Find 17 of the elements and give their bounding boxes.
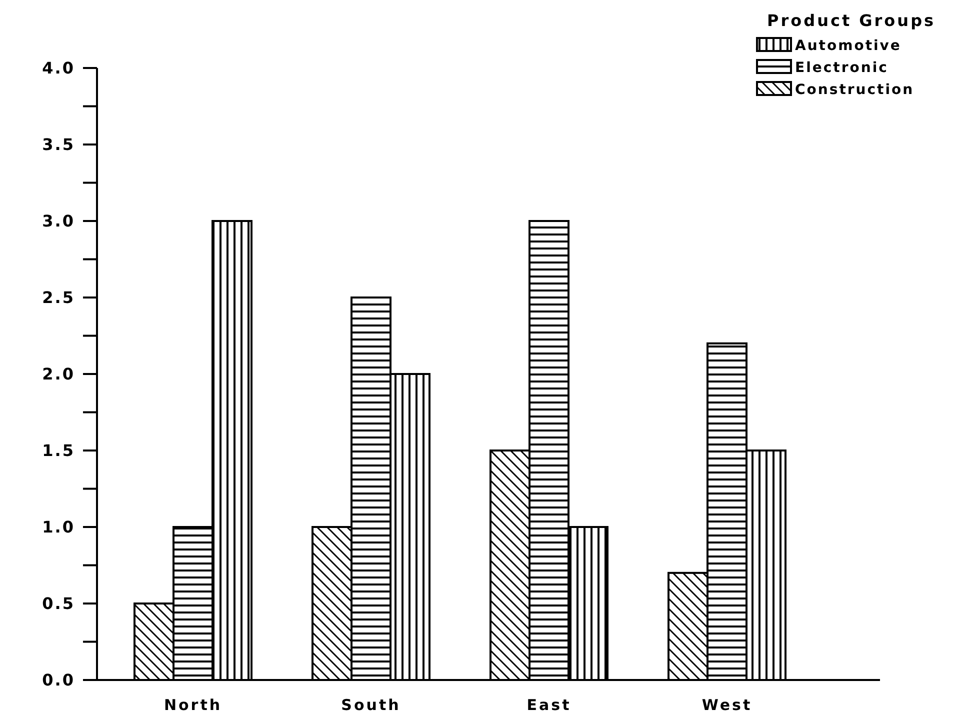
y-tick-label: 0.5 bbox=[42, 594, 75, 614]
y-tick-label: 2.5 bbox=[42, 288, 75, 308]
x-tick-label: North bbox=[164, 696, 222, 714]
legend-label: Electronic bbox=[795, 60, 888, 76]
y-tick-label: 4.0 bbox=[42, 58, 75, 78]
y-tick-label: 3.5 bbox=[42, 135, 75, 154]
y-tick-label: 1.0 bbox=[42, 518, 75, 537]
x-tick-label: West bbox=[702, 696, 752, 714]
legend-title: Product Groups bbox=[767, 11, 936, 30]
x-tick-label: South bbox=[341, 696, 401, 714]
y-tick-label: 1.5 bbox=[42, 441, 75, 460]
x-tick-label: East bbox=[526, 696, 572, 714]
legend-label: Construction bbox=[795, 82, 914, 98]
legend-label: Automotive bbox=[795, 38, 902, 54]
y-tick-label: 2.0 bbox=[42, 364, 75, 384]
y-tick-label: 3.0 bbox=[42, 212, 75, 231]
y-tick-label: 0.0 bbox=[42, 670, 75, 690]
